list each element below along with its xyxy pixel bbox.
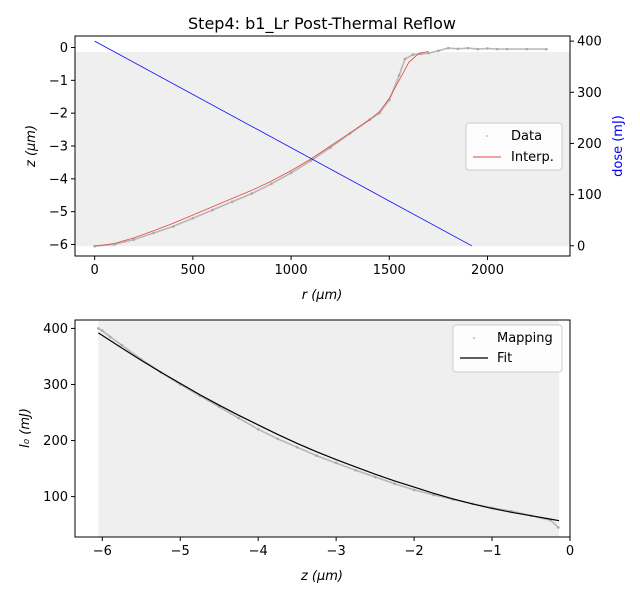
bottom-x-tick-label: −1 (482, 544, 501, 559)
top-x-tick-label: 1000 (275, 263, 308, 278)
top-panel: Step4: b1_Lr Post-Thermal Reflow 0 500 100… (24, 14, 626, 303)
top-y-tick-label: 0 (60, 41, 68, 56)
bottom-legend-box (452, 324, 563, 373)
top-y-tick-label: −2 (49, 107, 68, 122)
bottom-y-axis-label: I₀ (mJ) (18, 408, 33, 448)
bottom-x-tick-label: −6 (93, 544, 112, 559)
top-right-y-axis-label: dose (mJ) (611, 115, 626, 177)
top-x-tick-label: 1500 (373, 263, 406, 278)
top-y-tick-label: −6 (49, 238, 68, 253)
bottom-x-tick-label: −5 (171, 544, 190, 559)
legend-mapping-label: Mapping (497, 331, 553, 346)
bottom-axes-frame (74, 319, 571, 538)
bottom-fit-line (98, 332, 560, 522)
top-dose-line (94, 40, 472, 247)
legend-interp-label: Interp. (511, 150, 554, 165)
top-data-trace (94, 47, 547, 247)
legend-fit-label: Fit (497, 351, 512, 366)
bottom-x-tick-label: −4 (249, 544, 268, 559)
bottom-legend: Mapping Fit (452, 324, 563, 373)
top-x-axis-label: r (μm) (302, 288, 343, 303)
bottom-ticks: −6 −5 −4 −3 −2 −1 0 100 200 300 400 (43, 322, 574, 559)
top-y-tick-label: −1 (49, 74, 68, 89)
bottom-y-tick-label: 100 (43, 490, 68, 505)
top-y-axis-label: z (μm) (24, 125, 39, 168)
legend-mapping-marker (473, 337, 475, 339)
top-legend: Data Interp. (465, 122, 563, 171)
bottom-x-tick-label: −2 (405, 544, 424, 559)
top-right-y-tick-label: 300 (577, 86, 602, 101)
bottom-x-axis-label: z (μm) (300, 569, 343, 584)
bottom-y-tick-label: 300 (43, 378, 68, 393)
bottom-panel: −6 −5 −4 −3 −2 −1 0 100 200 300 400 z (μm) I₀ (mJ)… (18, 319, 574, 584)
top-right-y-tick-label: 400 (577, 35, 602, 50)
top-right-y-tick-label: 100 (577, 188, 602, 203)
bottom-y-tick-label: 400 (43, 322, 68, 337)
bottom-x-tick-label: 0 (566, 544, 574, 559)
top-chart-title: Step4: b1_Lr Post-Thermal Reflow (188, 14, 456, 34)
top-right-y-tick-label: 0 (577, 239, 585, 254)
top-interp-line (94, 51, 429, 247)
top-right-y-tick-label: 200 (577, 137, 602, 152)
bottom-x-tick-label: −3 (327, 544, 346, 559)
top-x-tick-label: 500 (180, 263, 205, 278)
legend-data-marker (486, 135, 488, 137)
top-y-tick-label: −3 (49, 140, 68, 155)
top-ticks: 0 500 1000 1500 2000 0 −1 −2 −3 −4 −5 −6 0 100 200 300 4… (49, 35, 602, 278)
top-x-tick-label: 0 (91, 263, 99, 278)
bottom-y-tick-label: 200 (43, 434, 68, 449)
top-x-tick-label: 2000 (471, 263, 504, 278)
top-legend-box (465, 122, 563, 171)
top-y-tick-label: −4 (49, 172, 68, 187)
top-y-tick-label: −5 (49, 205, 68, 220)
legend-data-label: Data (511, 129, 542, 144)
